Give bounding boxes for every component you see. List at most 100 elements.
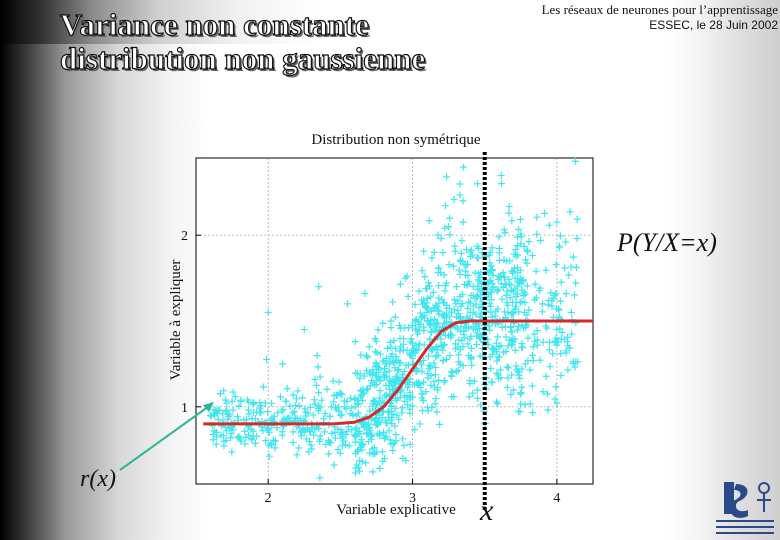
data-point xyxy=(531,296,539,304)
data-point xyxy=(264,408,272,416)
data-point xyxy=(401,274,409,282)
data-point xyxy=(325,450,333,458)
data-point xyxy=(270,412,278,420)
data-point xyxy=(430,325,438,333)
data-point xyxy=(342,441,350,449)
data-point xyxy=(467,353,475,361)
data-point xyxy=(474,254,482,262)
slide-title-line2: distribution non gaussienne xyxy=(59,41,426,76)
data-point xyxy=(268,399,276,407)
data-point xyxy=(474,329,482,337)
data-point xyxy=(473,341,481,349)
data-point xyxy=(488,280,496,288)
data-point xyxy=(495,233,503,241)
data-point xyxy=(398,404,406,412)
data-point xyxy=(567,263,575,271)
data-point xyxy=(514,278,522,286)
data-point xyxy=(464,304,472,312)
data-point xyxy=(510,250,518,258)
data-point xyxy=(353,424,361,432)
data-point xyxy=(565,271,573,279)
data-point xyxy=(362,367,370,375)
slide-title-line1: Variance non constante xyxy=(59,7,369,42)
y-tick-label: 1 xyxy=(181,401,188,416)
data-point xyxy=(409,351,417,359)
data-point xyxy=(316,403,324,411)
data-point xyxy=(478,287,486,295)
data-point xyxy=(366,407,374,415)
data-point xyxy=(248,436,256,444)
data-point xyxy=(382,382,390,390)
data-point xyxy=(572,279,580,287)
regression-line xyxy=(203,319,593,426)
data-point xyxy=(379,457,387,465)
data-point xyxy=(420,296,428,304)
data-point xyxy=(429,345,437,353)
data-point xyxy=(432,301,440,309)
data-point xyxy=(209,431,217,439)
data-point xyxy=(376,431,384,439)
data-point xyxy=(376,464,384,472)
data-point xyxy=(334,445,342,453)
data-point xyxy=(531,280,539,288)
data-point xyxy=(374,417,382,425)
data-point xyxy=(234,413,242,421)
x-axis-label: Variable explicative xyxy=(336,502,456,518)
data-point xyxy=(546,363,554,371)
data-point xyxy=(440,319,448,327)
data-point xyxy=(331,434,339,442)
data-point xyxy=(452,300,460,308)
data-point xyxy=(405,378,413,386)
data-point xyxy=(545,346,553,354)
data-point xyxy=(500,348,508,356)
data-point xyxy=(368,445,376,453)
data-point xyxy=(492,339,500,347)
y-tick-label: 2 xyxy=(181,229,188,244)
data-point xyxy=(505,203,513,211)
data-point xyxy=(427,321,435,329)
data-point xyxy=(456,270,464,278)
data-point xyxy=(308,445,316,453)
data-point xyxy=(345,423,353,431)
data-point xyxy=(522,256,530,264)
data-point xyxy=(413,379,421,387)
data-point xyxy=(427,381,435,389)
data-point xyxy=(380,429,388,437)
data-point xyxy=(523,246,531,254)
data-point xyxy=(295,444,303,452)
data-point xyxy=(430,359,438,367)
data-point xyxy=(263,355,271,363)
data-point xyxy=(476,312,484,320)
data-point xyxy=(335,407,343,415)
data-point xyxy=(512,362,520,370)
data-point xyxy=(331,403,339,411)
data-point xyxy=(467,344,475,352)
data-point xyxy=(416,420,424,428)
data-point xyxy=(397,359,405,367)
data-point xyxy=(533,230,541,238)
data-point xyxy=(446,214,454,222)
data-point xyxy=(381,434,389,442)
data-point xyxy=(411,300,419,308)
data-point xyxy=(413,366,421,374)
data-point xyxy=(430,378,438,386)
data-point xyxy=(386,436,394,444)
data-point xyxy=(501,308,509,316)
data-point xyxy=(494,333,502,341)
data-point xyxy=(438,296,446,304)
data-point xyxy=(385,427,393,435)
data-point xyxy=(486,248,494,256)
data-point xyxy=(271,437,279,445)
data-point xyxy=(504,301,512,309)
data-point xyxy=(373,363,381,371)
institution-logo xyxy=(716,482,774,534)
data-point xyxy=(515,322,523,330)
data-point xyxy=(415,287,423,295)
data-point xyxy=(345,442,353,450)
data-point xyxy=(541,209,549,217)
data-point xyxy=(354,409,362,417)
data-point xyxy=(228,397,236,405)
data-point xyxy=(520,308,528,316)
data-point xyxy=(434,269,442,277)
data-point xyxy=(212,440,220,448)
